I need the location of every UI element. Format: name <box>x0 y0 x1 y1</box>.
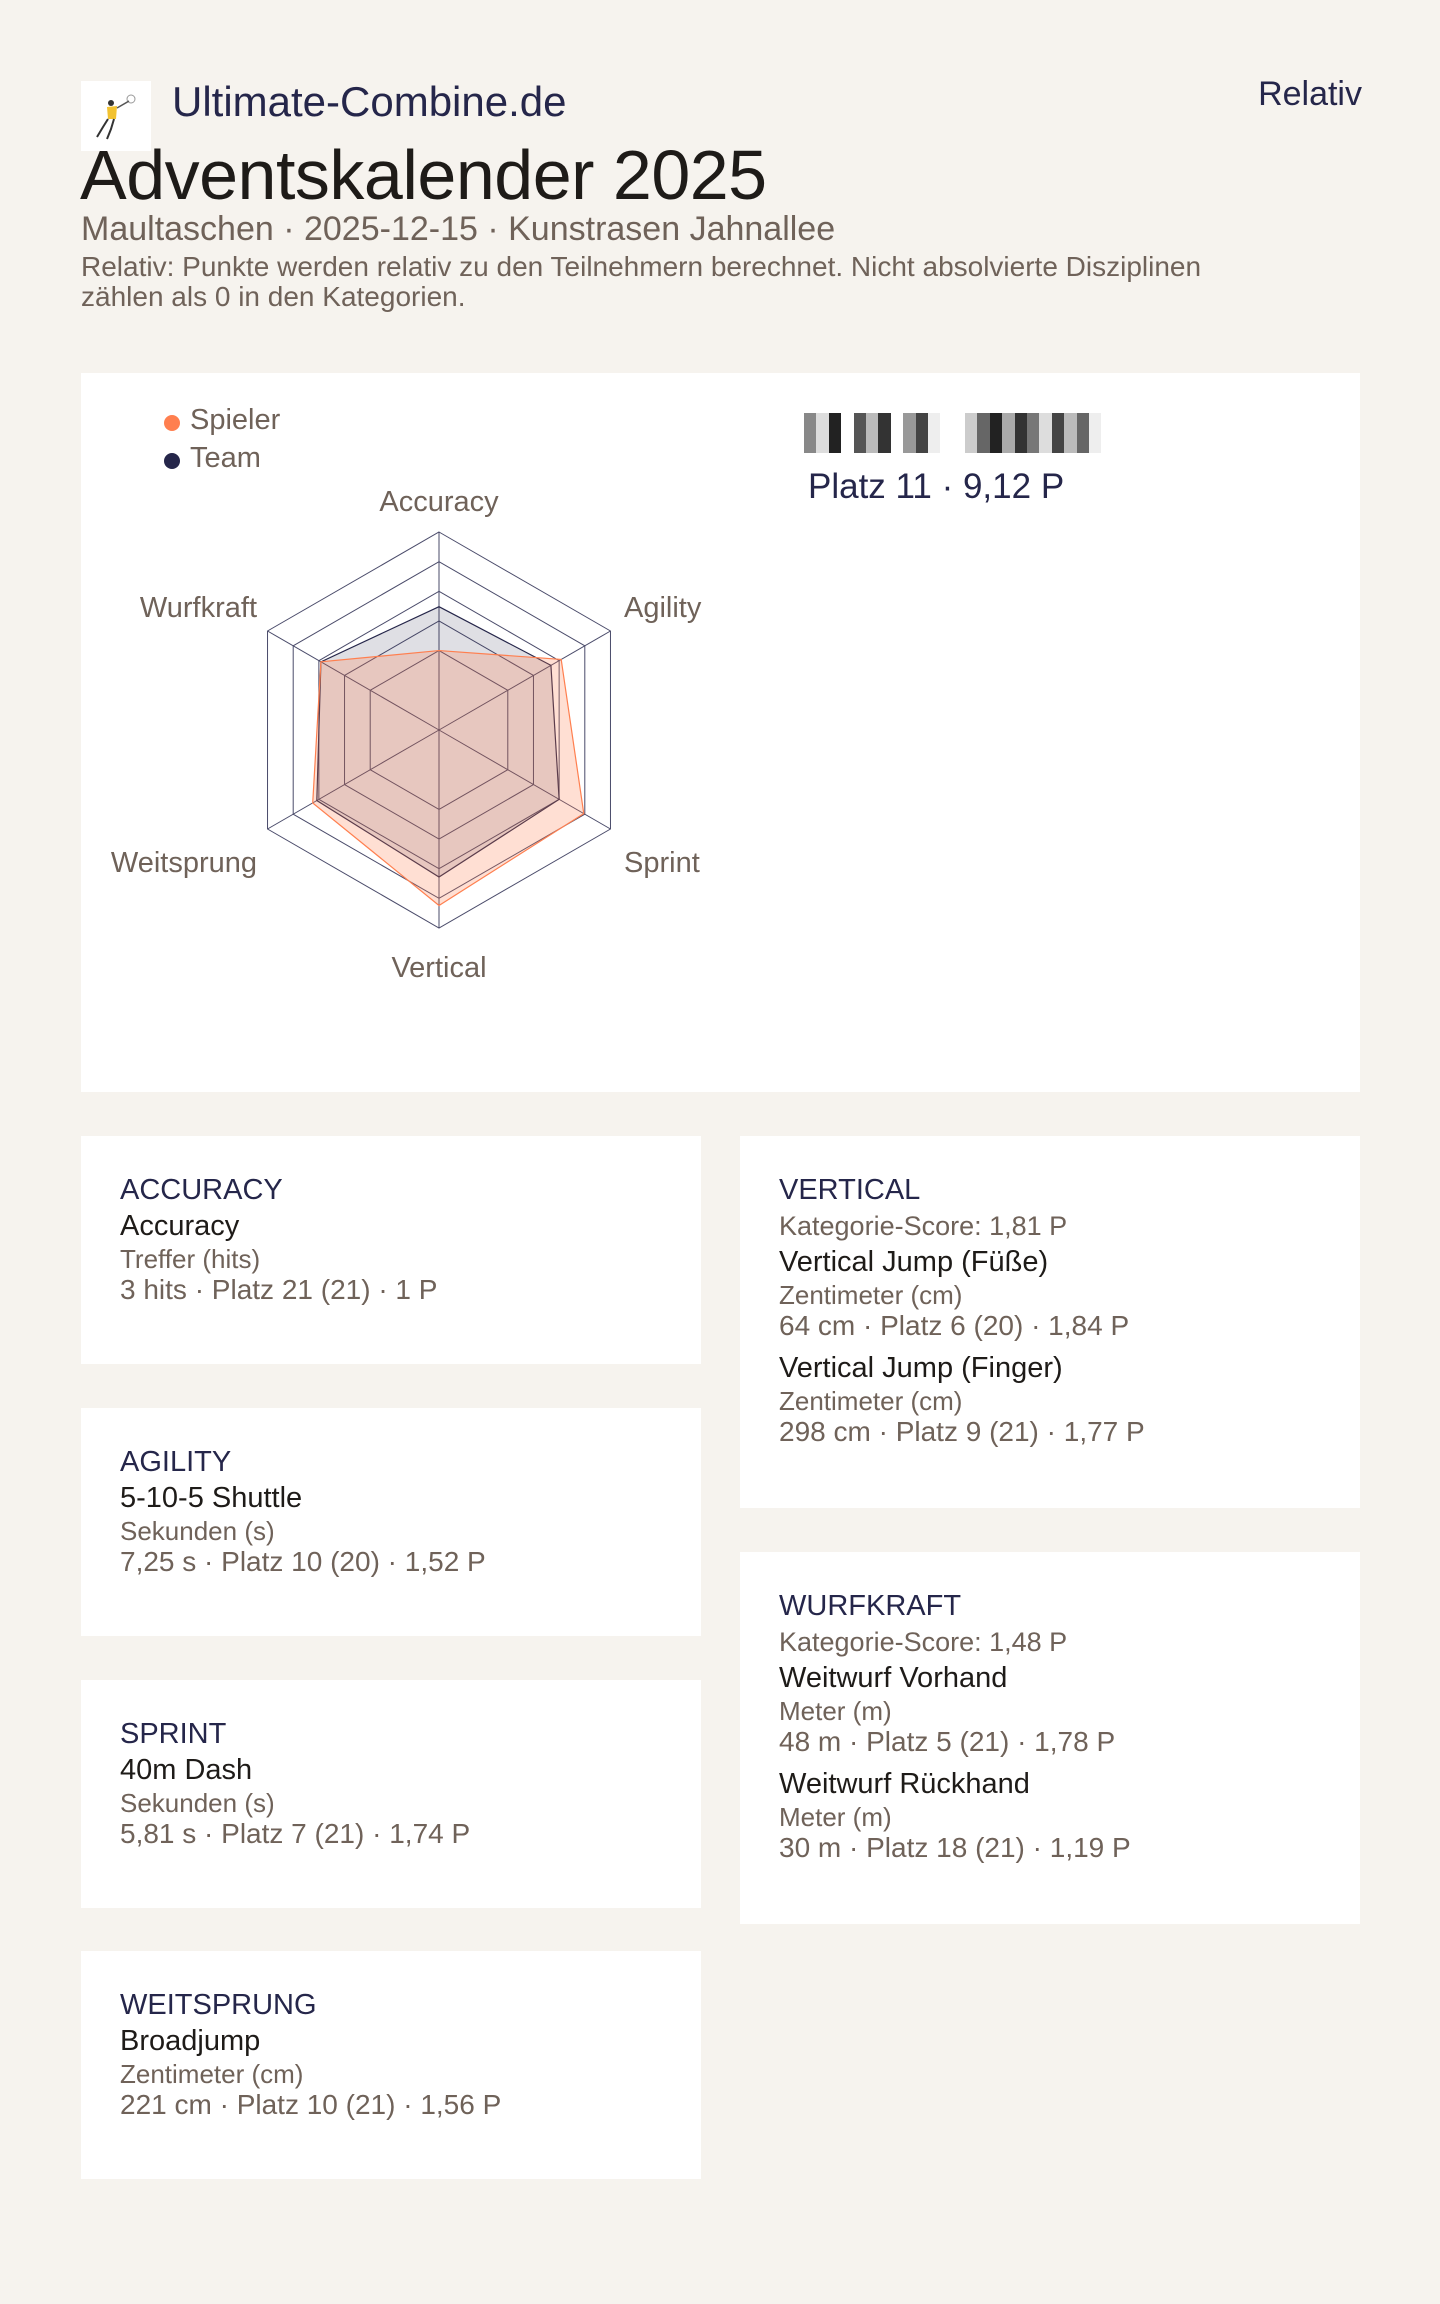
category-title: SPRINT <box>120 1718 227 1750</box>
page-title: Adventskalender 2025 <box>80 136 767 214</box>
radar-chart-card: Accuracy Agility Sprint Vertical Weitsprung W… <box>81 373 1360 1092</box>
discipline-name: Broadjump <box>120 2025 261 2057</box>
category-title: WEITSPRUNG <box>120 1989 317 2021</box>
event-subtitle: Maultaschen · 2025-12-15 · Kunstrasen Ja… <box>81 210 836 248</box>
discipline-result: 48 m · Platz 5 (21) · 1,78 P <box>779 1726 1116 1757</box>
discipline-result: 7,25 s · Platz 10 (20) · 1,52 P <box>120 1546 486 1577</box>
discipline-unit: Meter (m) <box>779 1696 892 1726</box>
radar-spoke <box>267 630 440 731</box>
player-rank: Platz 11 · 9,12 P <box>808 467 1065 506</box>
radar-axis-label: Sprint <box>624 847 700 879</box>
mosaic-block <box>853 413 866 453</box>
radar-series-player <box>312 649 585 907</box>
mosaic-block <box>1076 413 1089 453</box>
mosaic-block <box>1064 413 1077 453</box>
mosaic-block <box>1002 413 1015 453</box>
mosaic-block <box>952 413 966 453</box>
site-name[interactable]: Ultimate-Combine.de <box>172 78 567 125</box>
discipline-unit: Zentimeter (cm) <box>779 1386 963 1416</box>
category-score: Kategorie-Score: 1,48 P <box>779 1627 1068 1657</box>
ultimate-player-jumping-logo-icon <box>96 94 136 140</box>
category-card-vertical: VERTICAL Kategorie-Score: 1,81 P Vertica… <box>740 1136 1360 1508</box>
discipline-result: 30 m · Platz 18 (21) · 1,19 P <box>779 1832 1131 1863</box>
mosaic-block <box>1027 413 1040 453</box>
mosaic-block <box>804 413 817 453</box>
discipline-result: 5,81 s · Platz 7 (21) · 1,74 P <box>120 1818 471 1849</box>
category-title: VERTICAL <box>779 1174 921 1206</box>
category-card-wurfkraft: WURFKRAFT Kategorie-Score: 1,48 P Weitwu… <box>740 1552 1360 1924</box>
category-card-weitsprung: WEITSPRUNG Broadjump Zentimeter (cm) 221… <box>81 1951 701 2179</box>
discipline-name: Vertical Jump (Finger) <box>779 1352 1063 1384</box>
discipline-name: 5-10-5 Shuttle <box>120 1482 303 1514</box>
player-color-dot <box>164 415 180 431</box>
category-card-accuracy: ACCURACY Accuracy Treffer (hits) 3 hits … <box>81 1136 701 1364</box>
mode-description: Relativ: Punkte werden relativ zu den Te… <box>81 251 1202 312</box>
discipline-unit: Sekunden (s) <box>120 1516 275 1546</box>
radar-chart: Accuracy Agility Sprint Vertical Weitsprung W… <box>111 486 702 984</box>
radar-spoke <box>438 630 611 731</box>
category-title: AGILITY <box>120 1446 232 1478</box>
mosaic-block <box>841 413 854 453</box>
team-color-dot <box>164 453 180 469</box>
mosaic-block <box>977 413 990 453</box>
mosaic-block <box>816 413 829 453</box>
radar-axis-label: Agility <box>624 592 702 624</box>
discipline-result: 3 hits · Platz 21 (21) · 1 P <box>120 1274 438 1305</box>
site-logo[interactable] <box>81 81 151 151</box>
mosaic-block <box>1051 413 1065 453</box>
mosaic-block <box>927 413 941 453</box>
mosaic-block <box>903 413 916 453</box>
discipline-name: Weitwurf Rückhand <box>779 1768 1030 1800</box>
radar-spoke <box>438 729 611 830</box>
discipline-result: 221 cm · Platz 10 (21) · 1,56 P <box>120 2089 502 2120</box>
player-name-redacted <box>804 413 1102 453</box>
mosaic-block <box>1014 413 1028 453</box>
mosaic-block <box>915 413 928 453</box>
category-card-sprint: SPRINT 40m Dash Sekunden (s) 5,81 s · Pl… <box>81 1680 701 1908</box>
mosaic-block <box>1039 413 1052 453</box>
discipline-unit: Treffer (hits) <box>120 1244 261 1274</box>
radar-spoke <box>267 729 440 830</box>
mosaic-block <box>828 413 842 453</box>
mosaic-block <box>890 413 904 453</box>
radar-axis-label: Accuracy <box>379 486 499 518</box>
discipline-unit: Sekunden (s) <box>120 1788 275 1818</box>
discipline-name: Accuracy <box>120 1210 240 1242</box>
radar-axis-label: Weitsprung <box>111 847 257 879</box>
discipline-result: 298 cm · Platz 9 (21) · 1,77 P <box>779 1416 1145 1447</box>
radar-axis-label: Vertical <box>391 952 486 984</box>
mosaic-block <box>965 413 978 453</box>
discipline-unit: Zentimeter (cm) <box>120 2059 304 2089</box>
discipline-result: 64 cm · Platz 6 (20) · 1,84 P <box>779 1310 1130 1341</box>
legend-item-team: Team <box>164 441 261 475</box>
category-card-agility: AGILITY 5-10-5 Shuttle Sekunden (s) 7,25… <box>81 1408 701 1636</box>
legend-label: Spieler <box>190 404 281 436</box>
mosaic-block <box>989 413 1003 453</box>
discipline-name: Vertical Jump (Füße) <box>779 1246 1049 1278</box>
mode-toggle[interactable]: Relativ <box>1258 75 1362 113</box>
mosaic-block <box>878 413 891 453</box>
discipline-unit: Zentimeter (cm) <box>779 1280 963 1310</box>
legend-item-player: Spieler <box>164 403 280 437</box>
category-title: WURFKRAFT <box>779 1590 962 1622</box>
mosaic-block <box>1088 413 1102 453</box>
discipline-unit: Meter (m) <box>779 1802 892 1832</box>
discipline-name: 40m Dash <box>120 1754 253 1786</box>
mosaic-block <box>865 413 879 453</box>
category-title: ACCURACY <box>120 1174 283 1206</box>
category-score: Kategorie-Score: 1,81 P <box>779 1211 1068 1241</box>
mosaic-block <box>940 413 953 453</box>
discipline-name: Weitwurf Vorhand <box>779 1662 1008 1694</box>
legend-label: Team <box>190 442 261 474</box>
radar-axis-label: Wurfkraft <box>140 592 257 624</box>
